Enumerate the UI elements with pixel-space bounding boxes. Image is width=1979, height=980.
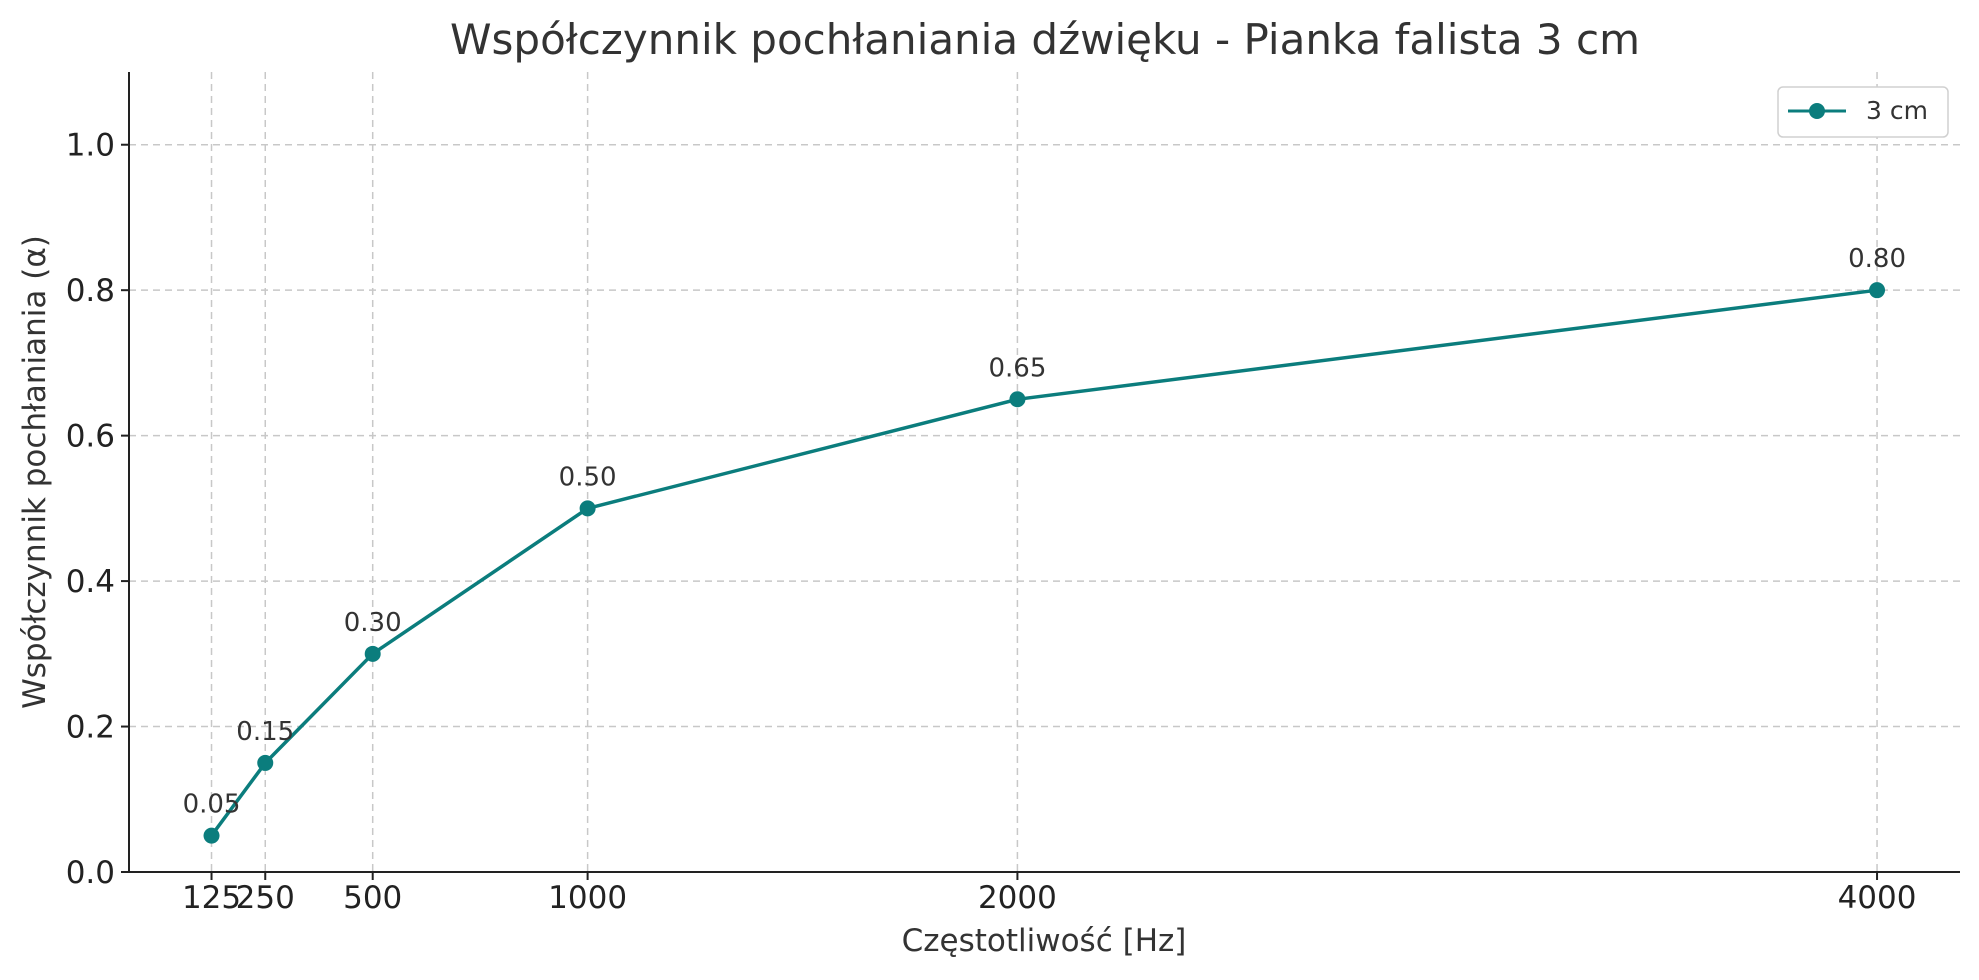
axes [128,72,1960,873]
y-tick-label: 0.6 [66,419,115,455]
data-point [203,827,220,844]
chart-title: Współczynnik pochłaniania dźwięku - Pian… [450,15,1640,64]
data-label: 0.15 [236,717,294,747]
x-tick-label: 1000 [548,880,627,916]
legend: 3 cm [1777,86,1949,138]
x-tick-label: 500 [343,880,402,916]
data-label: 0.65 [988,353,1046,383]
y-tick-label: 0.0 [66,855,115,891]
grid [129,72,1960,872]
data-point [364,645,381,662]
data-label: 0.80 [1848,244,1906,274]
x-axis-label: Częstotliwość [Hz] [902,923,1187,959]
x-tick-label: 2000 [978,880,1057,916]
data-point [579,500,596,517]
legend-label: 3 cm [1866,96,1928,125]
data-label: 0.50 [559,462,617,492]
x-tick-label: 125 [182,880,241,916]
y-axis-label: Współczynnik pochłaniania (α) [17,235,53,709]
legend-box [1777,86,1949,138]
data-point [1869,282,1886,299]
x-tick-label: 250 [236,880,295,916]
y-tick-label: 1.0 [66,128,115,164]
series-layer: 0.05 0.15 0.30 0.50 0.65 0.80 [183,244,1906,844]
data-point [257,754,274,771]
y-ticks: 0.0 0.2 0.4 0.6 0.8 1.0 [66,128,129,891]
data-label: 0.30 [344,608,402,638]
legend-marker [1809,103,1825,119]
y-tick-label: 0.4 [66,564,115,600]
y-tick-label: 0.8 [66,273,115,309]
series-line [210,288,1878,837]
data-label: 0.05 [183,790,241,820]
data-point [1009,391,1026,408]
x-tick-label: 4000 [1838,880,1917,916]
y-tick-label: 0.2 [66,710,115,746]
